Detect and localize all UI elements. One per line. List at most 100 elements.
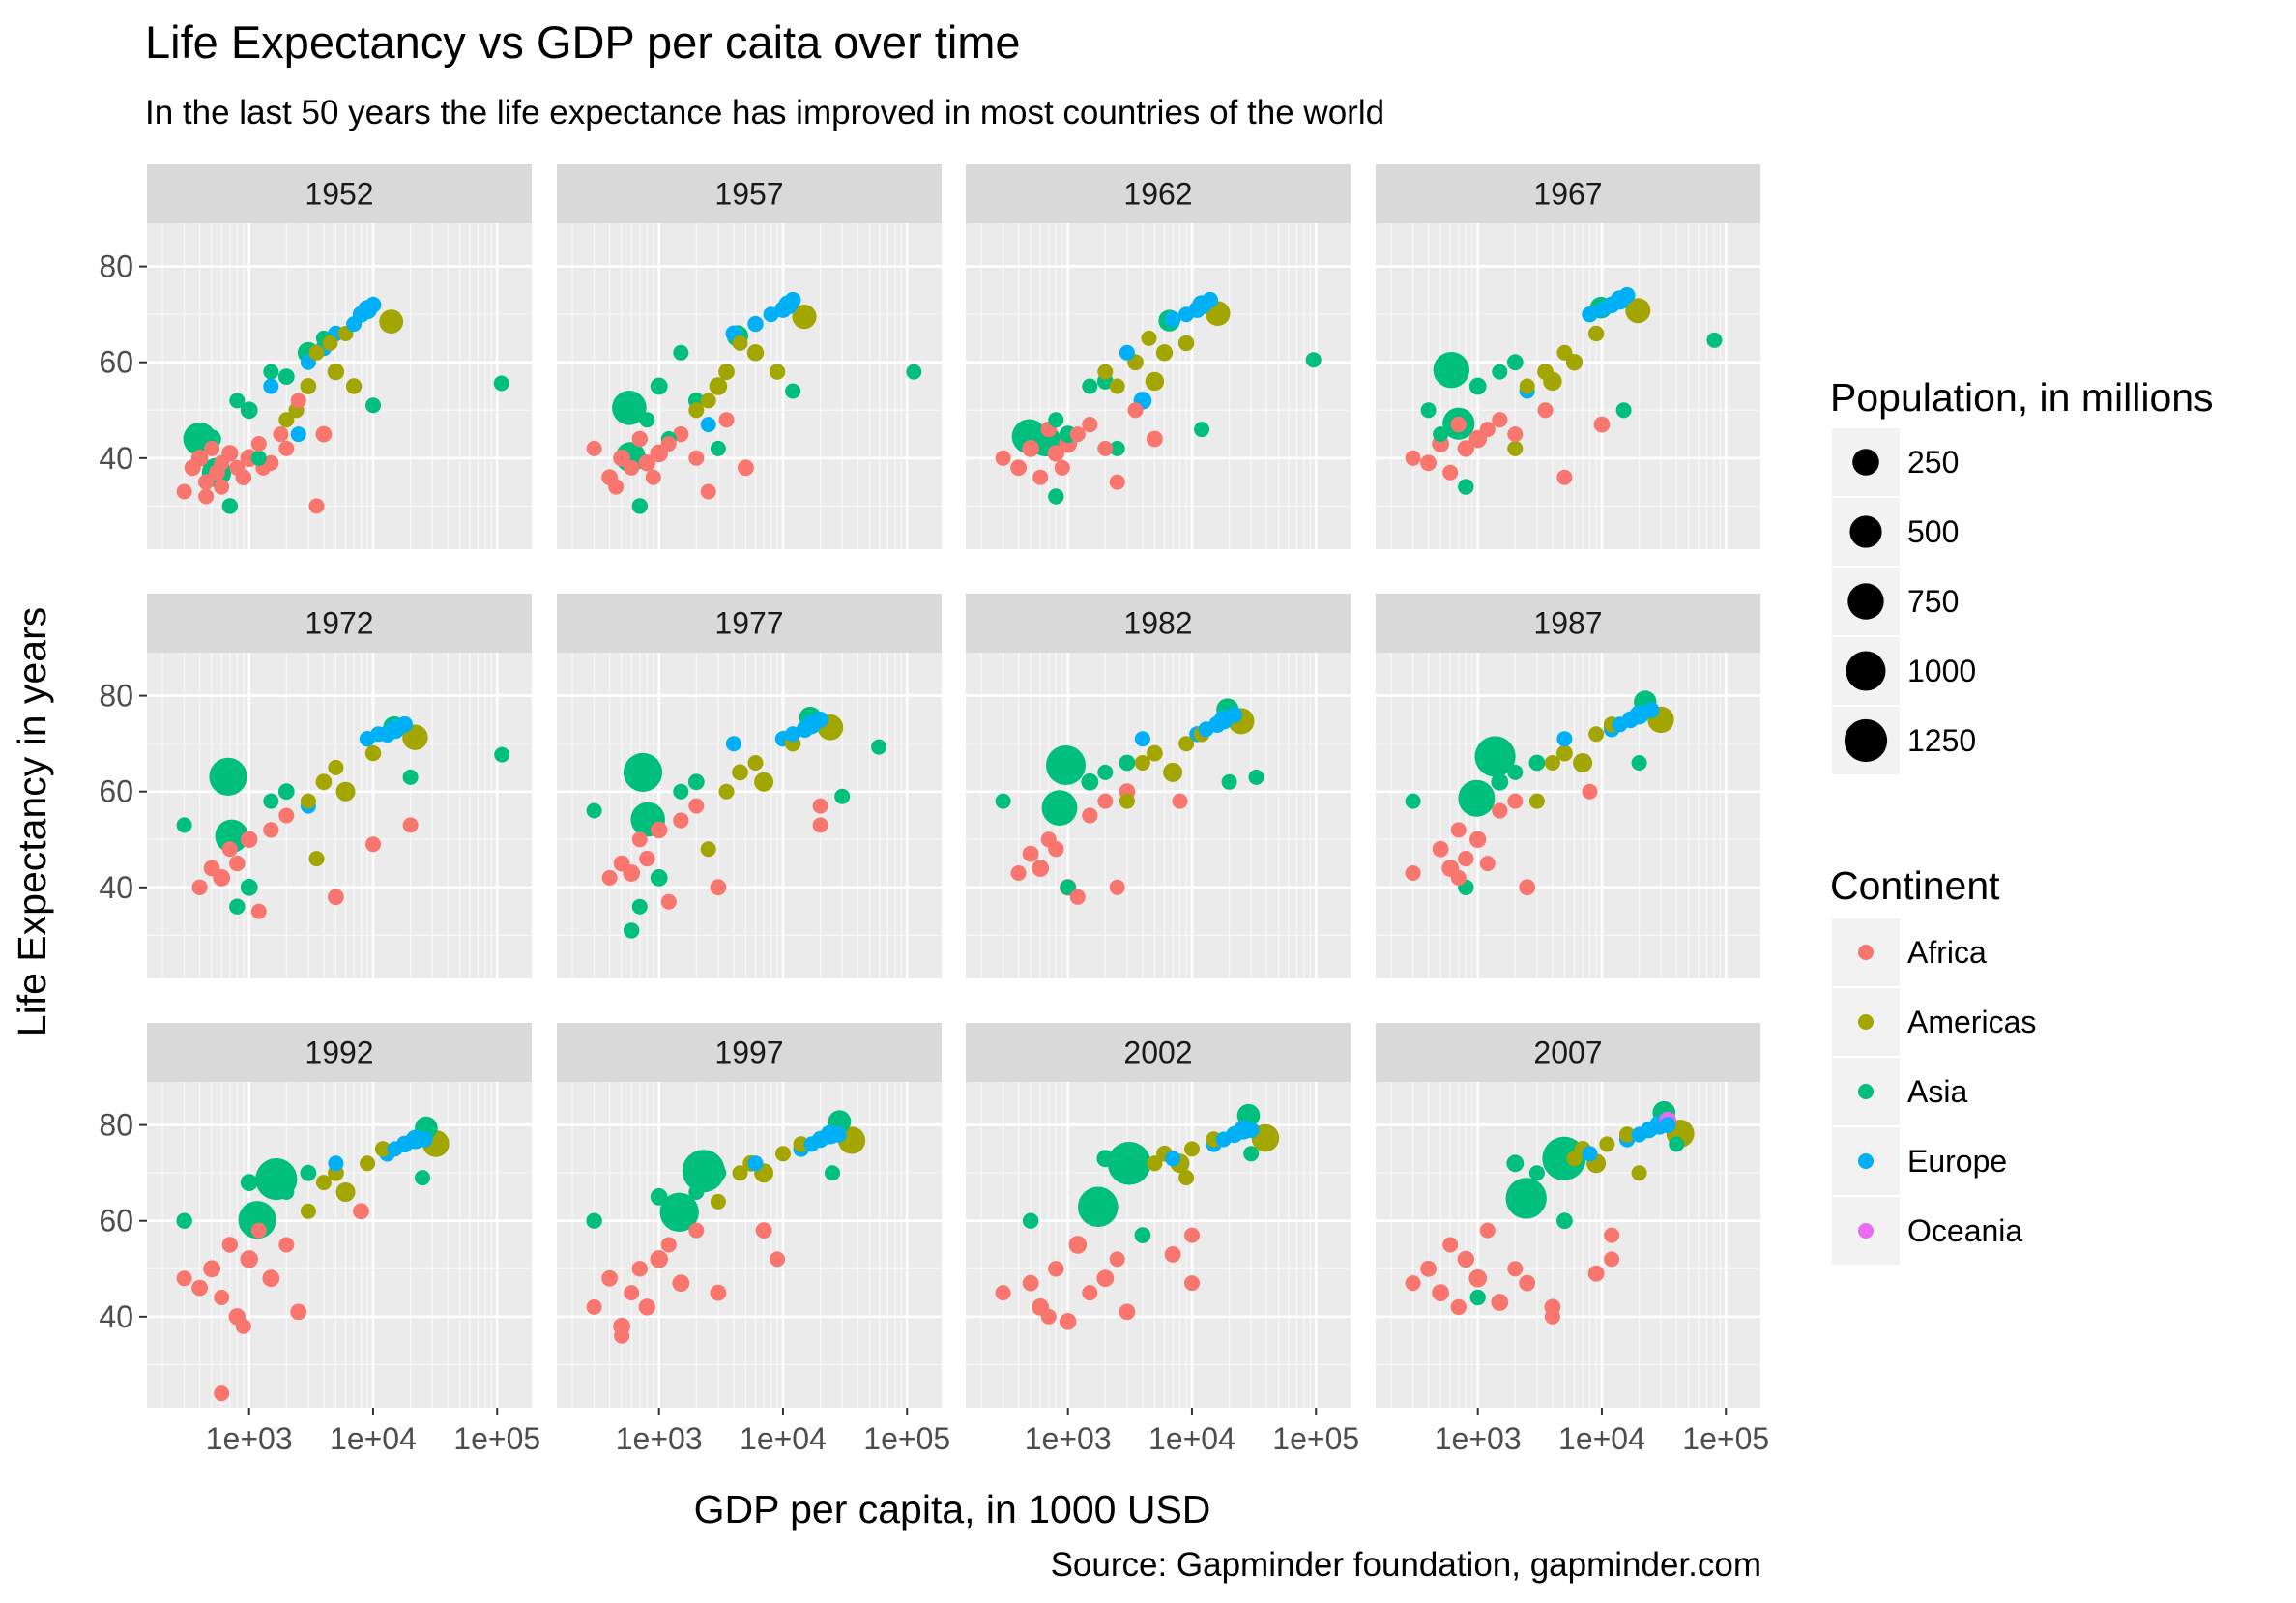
data-point-asia — [1433, 426, 1449, 443]
data-point-americas — [1618, 1126, 1636, 1143]
data-point-asia — [1492, 364, 1508, 380]
color-legend-swatch-europe — [1858, 1153, 1874, 1169]
color-legend-swatch-africa — [1858, 945, 1874, 960]
data-point-africa — [365, 836, 381, 853]
data-point-americas — [710, 1193, 726, 1210]
data-point-africa — [1054, 459, 1070, 476]
data-point-africa — [631, 430, 648, 448]
data-point-americas — [1145, 371, 1165, 392]
data-point-asia — [631, 898, 648, 915]
x-tick-label: 1e+04 — [1148, 1421, 1235, 1456]
data-point-americas — [1184, 1141, 1200, 1157]
data-point-americas — [754, 772, 774, 792]
data-point-europe — [1659, 1117, 1676, 1133]
data-point-africa — [1010, 865, 1027, 881]
data-point-asia — [1082, 378, 1098, 394]
data-point-asia — [278, 1184, 295, 1200]
data-point-americas — [1544, 755, 1560, 771]
data-point-africa — [315, 425, 333, 443]
data-point-asia — [710, 1164, 727, 1181]
data-point-africa — [1537, 402, 1554, 419]
facet-strip-label: 2002 — [1123, 1035, 1192, 1070]
data-point-africa — [613, 855, 630, 872]
data-point-africa — [688, 450, 705, 466]
data-point-africa — [1060, 1313, 1077, 1330]
y-tick-label: 80 — [99, 249, 133, 284]
data-point-africa — [229, 855, 246, 872]
panel-gridlines — [557, 223, 942, 549]
data-point-africa — [250, 436, 267, 452]
data-point-africa — [1405, 450, 1421, 466]
data-point-africa — [1479, 1222, 1496, 1239]
data-point-asia — [1474, 736, 1516, 777]
data-point-asia — [1458, 779, 1496, 817]
data-point-asia — [1491, 772, 1509, 791]
data-point-africa — [1450, 1298, 1468, 1316]
data-point-africa — [1022, 845, 1039, 862]
data-point-europe — [1618, 286, 1636, 304]
data-point-asia — [221, 498, 238, 514]
data-point-americas — [709, 377, 728, 395]
data-point-africa — [1507, 1261, 1524, 1277]
size-legend-label: 250 — [1907, 445, 1959, 480]
panel-background — [557, 653, 942, 978]
data-point-europe — [803, 1136, 820, 1152]
data-point-africa — [1457, 440, 1475, 457]
color-legend-label: Americas — [1907, 1005, 2036, 1039]
data-point-europe — [785, 726, 801, 743]
data-point-asia — [825, 1165, 840, 1181]
data-point-asia — [1048, 412, 1064, 428]
data-point-africa — [1450, 822, 1467, 838]
facet-panel-2002: 2002 1e+03 1e+04 1e+05 — [966, 1023, 1359, 1456]
data-point-americas — [1587, 325, 1605, 342]
panel-points — [586, 1110, 866, 1344]
x-axis-title: GDP per capita, in 1000 USD — [694, 1487, 1211, 1531]
facet-panel-1962: 1962 — [966, 164, 1351, 549]
facet-panel-1952: 1952 40 60 80 — [99, 164, 532, 549]
data-point-americas — [769, 364, 786, 380]
data-point-africa — [601, 1269, 618, 1287]
data-point-americas — [1097, 364, 1114, 380]
data-point-africa — [1097, 440, 1114, 456]
data-point-americas — [1573, 753, 1593, 772]
facet-strip — [147, 164, 532, 223]
data-point-americas — [1147, 1155, 1163, 1172]
y-tick-label: 80 — [99, 1108, 133, 1143]
panel-background — [1376, 653, 1760, 978]
data-point-europe — [1198, 721, 1214, 738]
data-point-africa — [1184, 1227, 1200, 1243]
facet-strip-label: 1982 — [1123, 606, 1192, 641]
data-point-americas — [718, 783, 735, 800]
size-legend-circle — [1852, 449, 1879, 476]
data-point-africa — [235, 1318, 251, 1334]
data-point-africa — [770, 1251, 786, 1268]
data-point-asia — [623, 752, 663, 793]
data-point-africa — [1022, 440, 1039, 457]
data-point-asia — [250, 450, 267, 466]
size-legend: Population, in millions 250 500 750 1000 125… — [1830, 375, 2214, 774]
facet-panel-1957: 1957 — [557, 164, 942, 549]
data-point-americas — [315, 773, 333, 791]
data-point-africa — [240, 1250, 258, 1268]
data-point-asia — [1081, 772, 1099, 791]
data-point-asia — [785, 383, 801, 399]
data-point-asia — [176, 817, 192, 833]
data-point-asia — [650, 377, 668, 395]
data-point-americas — [1178, 1170, 1195, 1186]
data-point-africa — [1069, 889, 1086, 905]
data-point-europe — [700, 417, 716, 433]
data-point-europe — [1612, 716, 1628, 733]
facet-panel-1987: 1987 — [1376, 594, 1760, 978]
data-point-africa — [1432, 840, 1449, 858]
data-point-africa — [1040, 1308, 1057, 1325]
panel-background — [1376, 223, 1760, 549]
data-point-asia — [1221, 773, 1237, 790]
data-point-africa — [402, 817, 419, 833]
data-point-asia — [1022, 1212, 1039, 1229]
data-point-africa — [1479, 856, 1496, 872]
data-point-asia — [1706, 332, 1723, 348]
data-point-africa — [1184, 1275, 1200, 1292]
data-point-asia — [1107, 1142, 1151, 1185]
data-point-americas — [1631, 1165, 1647, 1181]
data-point-africa — [308, 498, 325, 514]
